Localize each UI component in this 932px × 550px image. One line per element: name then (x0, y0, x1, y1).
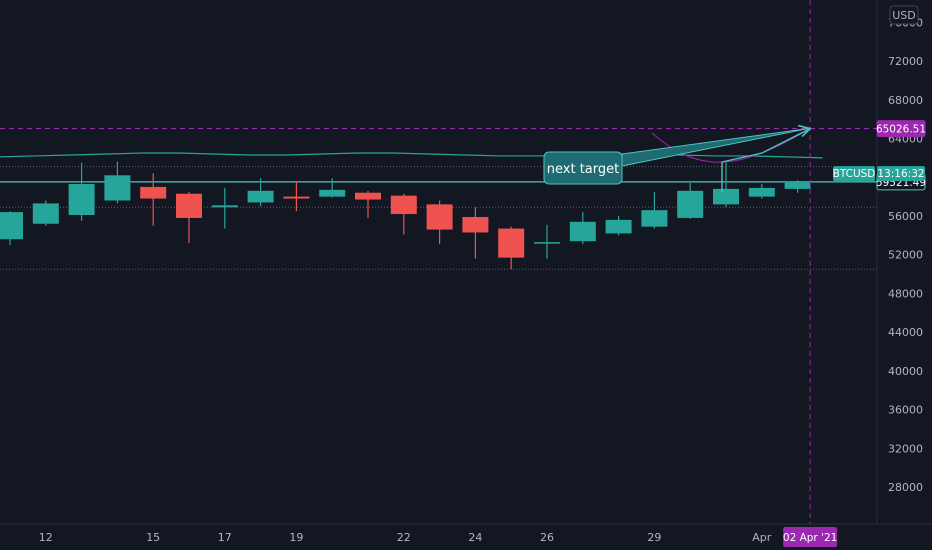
candle[interactable] (713, 162, 739, 208)
level-price-tag[interactable] (876, 120, 926, 138)
candle-body (283, 196, 310, 199)
candle-body (68, 184, 95, 216)
time-axis[interactable]: 1215171922242629Apr302 Apr '21 (0, 523, 932, 547)
candle-body (390, 195, 417, 215)
annotation[interactable]: next target (543, 124, 812, 192)
price-tick-label: 56000 (888, 210, 923, 223)
candle[interactable] (784, 180, 811, 193)
candle-body (534, 242, 560, 244)
candle-body (748, 187, 775, 197)
candle-body (319, 189, 346, 197)
candle[interactable] (462, 207, 489, 259)
candle-body (498, 228, 525, 258)
candle[interactable] (32, 200, 59, 226)
candle-body (677, 190, 704, 218)
price-tick-label: 40000 (888, 365, 923, 378)
candle[interactable] (176, 191, 202, 244)
candle[interactable] (534, 224, 560, 259)
crosshair-date-text: 02 Apr '21 (783, 532, 837, 544)
time-tick-label: 29 (647, 531, 661, 544)
candle-body (426, 204, 453, 230)
candle[interactable] (569, 212, 596, 245)
arrow-head (797, 124, 812, 138)
candle[interactable] (0, 211, 23, 246)
candle[interactable] (677, 183, 704, 219)
candle[interactable] (104, 161, 131, 204)
candle[interactable] (247, 178, 274, 207)
time-tick-label: 24 (468, 531, 482, 544)
countdown-tag-text: 13:16:32 (877, 168, 924, 180)
price-tick-label: 44000 (888, 326, 923, 339)
candle[interactable] (211, 187, 238, 229)
candle[interactable] (355, 190, 381, 218)
callout-box[interactable] (543, 151, 623, 185)
candle-body (140, 186, 167, 199)
currency-label[interactable]: USD (892, 9, 916, 22)
candle[interactable] (605, 215, 632, 236)
candle[interactable] (498, 226, 525, 270)
candle[interactable] (319, 178, 346, 198)
candle-body (211, 205, 238, 208)
candle-body (247, 190, 274, 203)
candle[interactable] (283, 181, 310, 212)
crosshair-date-tag[interactable] (783, 527, 838, 547)
time-tick-label: 26 (540, 531, 554, 544)
price-axis[interactable]: 28000 32000 36000 40000 44000 48000 52000 56000… (833, 0, 926, 524)
time-tick-label: 19 (289, 531, 303, 544)
drawn-path (721, 127, 811, 192)
candle-body (784, 181, 811, 189)
symbol-tag[interactable] (833, 166, 875, 182)
price-tick-label: 36000 (888, 404, 923, 417)
callout-label[interactable]: next target (547, 162, 619, 177)
candle-body (641, 210, 668, 227)
horizontal-levels[interactable] (0, 127, 877, 183)
time-tick-label: 17 (218, 531, 232, 544)
price-tick-label: 28000 (888, 481, 923, 494)
candle-body (462, 216, 489, 233)
candle[interactable] (140, 173, 167, 226)
candle-body (176, 193, 202, 218)
symbol-tag-text: BTCUSD (833, 168, 876, 180)
currency-button[interactable] (889, 5, 919, 25)
candle-body (605, 219, 632, 234)
time-tick-label: 22 (397, 531, 411, 544)
time-tick-label: 15 (146, 531, 160, 544)
price-tick-label: 72000 (888, 55, 923, 68)
candle-body (0, 212, 23, 240)
candle[interactable] (748, 184, 775, 199)
price-tick-label: 52000 (888, 249, 923, 262)
time-tick-label: Apr (752, 531, 772, 544)
candle[interactable] (641, 191, 668, 229)
candle[interactable] (68, 162, 95, 221)
candle-body (569, 221, 596, 242)
candle[interactable] (426, 200, 453, 245)
candle-body (713, 188, 739, 205)
candles[interactable] (0, 161, 811, 270)
candle[interactable] (390, 193, 417, 235)
countdown-tag[interactable] (877, 166, 925, 182)
time-tick-label: 12 (39, 531, 53, 544)
price-tick-label: 68000 (888, 94, 923, 107)
price-tick-label: 32000 (888, 442, 923, 455)
candle-body (104, 175, 131, 201)
price-tick-label: 48000 (888, 287, 923, 300)
level-price-tag-text: 65026.51 (876, 124, 926, 136)
candle-body (355, 192, 381, 200)
candle-body (32, 203, 59, 224)
